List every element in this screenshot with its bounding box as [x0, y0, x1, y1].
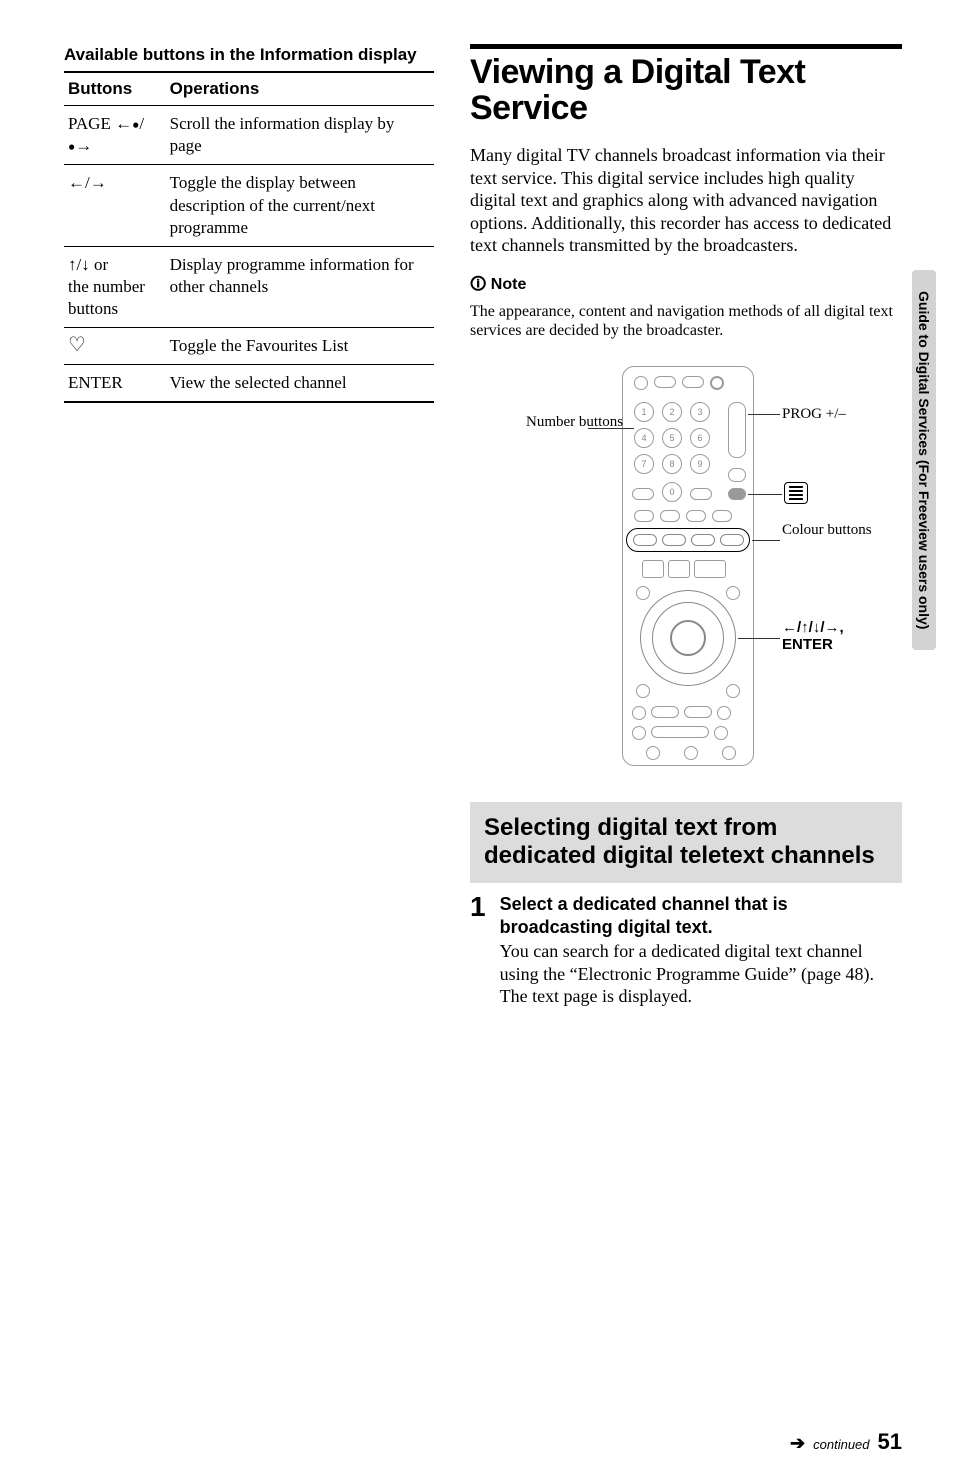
text-button	[728, 488, 746, 500]
remote-top-row	[634, 376, 724, 390]
text-service-icon: ≣	[784, 482, 808, 504]
cell-button: ↑/↓ orthe number buttons	[64, 246, 166, 327]
step-1: 1 Select a dedicated channel that is bro…	[470, 893, 902, 1008]
intro-paragraph: Many digital TV channels broadcast infor…	[470, 144, 902, 257]
oval-row	[634, 510, 732, 522]
cell-button: PAGE ←●/●→	[64, 106, 166, 165]
table-row: PAGE ←●/●→Scroll the information display…	[64, 106, 434, 165]
step-body: You can search for a dedicated digital t…	[500, 940, 902, 1008]
remote-diagram: 123456789 0	[470, 358, 902, 778]
step-head: Select a dedicated channel that is broad…	[500, 893, 902, 938]
leader-dpad	[738, 638, 780, 639]
table-row: ♡Toggle the Favourites List	[64, 328, 434, 365]
note-label: Note	[491, 276, 527, 293]
cell-button: ♡	[64, 328, 166, 365]
label-enter: ENTER	[782, 636, 833, 653]
cell-operation: Toggle the Favourites List	[166, 328, 434, 365]
label-prog: PROG +/–	[782, 406, 846, 423]
colour-buttons	[633, 534, 744, 546]
leader-text-icon	[748, 494, 782, 495]
page-number: 51	[878, 1429, 902, 1455]
note-text: The appearance, content and navigation m…	[470, 302, 902, 340]
prog-rocker	[728, 402, 746, 458]
buttons-table: Buttons Operations PAGE ←●/●→Scroll the …	[64, 71, 434, 403]
page-footer: ➔ continued 51	[790, 1429, 902, 1455]
th-buttons: Buttons	[64, 72, 166, 106]
transport-row-2	[632, 726, 728, 740]
left-column: Available buttons in the Information dis…	[64, 44, 434, 1008]
section-rule	[470, 44, 902, 49]
right-column: Viewing a Digital Text Service Many digi…	[470, 44, 902, 1008]
side-tab-label: Guide to Digital Services (For Freeview …	[916, 291, 932, 629]
left-subhead: Available buttons in the Information dis…	[64, 44, 434, 65]
step-number: 1	[470, 893, 486, 1008]
row-below-2	[690, 488, 712, 500]
dpad-center	[670, 620, 706, 656]
cell-operation: Toggle the display between description o…	[166, 165, 434, 246]
table-row: ←/→Toggle the display between descriptio…	[64, 165, 434, 246]
continued-label: continued	[813, 1437, 869, 1452]
side-tab: Guide to Digital Services (For Freeview …	[912, 270, 936, 650]
cell-operation: Display programme information for other …	[166, 246, 434, 327]
note-heading: 🛈 Note	[470, 273, 902, 300]
subsection-title: Selecting digital text from dedicated di…	[484, 814, 888, 869]
subsection-panel: Selecting digital text from dedicated di…	[470, 802, 902, 883]
note-icon: 🛈	[470, 276, 486, 293]
label-colour: Colour buttons	[782, 522, 872, 539]
cell-operation: View the selected channel	[166, 365, 434, 403]
transport-row-1	[632, 706, 731, 720]
leader-prog	[748, 414, 780, 415]
label-dpad: ←/↑/↓/→, ENTER	[782, 620, 844, 653]
leader-colour	[752, 540, 780, 541]
section-title: Viewing a Digital Text Service	[470, 55, 902, 126]
rect-row	[642, 560, 726, 578]
row-below-1	[632, 488, 654, 500]
cell-operation: Scroll the information display by page	[166, 106, 434, 165]
cell-button: ENTER	[64, 365, 166, 403]
th-operations: Operations	[166, 72, 434, 106]
below-prog-1	[728, 468, 746, 482]
table-row: ↑/↓ orthe number buttonsDisplay programm…	[64, 246, 434, 327]
transport-row-3	[646, 746, 736, 760]
continued-arrow-icon: ➔	[790, 1433, 805, 1454]
table-row: ENTERView the selected channel	[64, 365, 434, 403]
cell-button: ←/→	[64, 165, 166, 246]
leader-numbuttons	[588, 428, 634, 429]
